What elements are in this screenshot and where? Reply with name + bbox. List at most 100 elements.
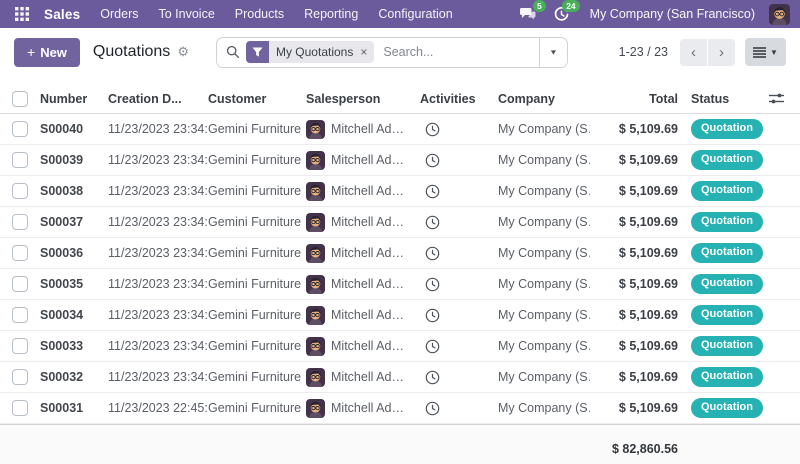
row-customer: Gemini Furniture — [208, 308, 302, 322]
search-dropdown-toggle[interactable]: ▼ — [538, 37, 567, 67]
header-number[interactable]: Number — [40, 91, 88, 106]
clock-icon — [425, 277, 440, 291]
status-badge: Quotation — [691, 398, 763, 418]
schedule-activity-button[interactable] — [425, 401, 498, 416]
menu-orders[interactable]: Orders — [100, 7, 139, 21]
activities-button[interactable]: 24 — [552, 0, 580, 23]
company-switcher[interactable]: My Company (San Francisco) — [589, 7, 755, 21]
row-checkbox[interactable] — [12, 369, 28, 385]
new-button[interactable]: + New — [14, 37, 80, 67]
search-bar[interactable]: My Quotations × Search... ▼ — [215, 36, 568, 68]
clock-icon — [425, 370, 440, 384]
row-salesperson: Mitchell Ad… — [306, 150, 420, 170]
salesperson-name: Mitchell Ad… — [331, 277, 404, 291]
row-number: S00036 — [40, 246, 84, 260]
salesperson-name: Mitchell Ad… — [331, 339, 404, 353]
app-name[interactable]: Sales — [44, 6, 81, 22]
apps-grid-icon[interactable] — [10, 3, 34, 25]
menu-reporting[interactable]: Reporting — [304, 7, 359, 21]
header-activities[interactable]: Activities — [420, 91, 476, 106]
row-checkbox[interactable] — [12, 245, 28, 261]
schedule-activity-button[interactable] — [425, 215, 498, 230]
row-company: My Company (S… — [498, 308, 590, 322]
schedule-activity-button[interactable] — [425, 184, 498, 199]
salesperson-avatar — [306, 181, 325, 201]
table-row[interactable]: S00031 11/23/2023 22:45:4 Gemini Furnitu… — [0, 393, 800, 424]
row-checkbox[interactable] — [12, 152, 28, 168]
row-salesperson: Mitchell Ad… — [306, 243, 420, 263]
salesperson-name: Mitchell Ad… — [331, 184, 404, 198]
salesperson-avatar — [306, 243, 325, 263]
header-creation-date[interactable]: Creation D... — [108, 91, 182, 106]
table-row[interactable]: S00040 11/23/2023 23:34:1 Gemini Furnitu… — [0, 114, 800, 145]
facet-remove-icon[interactable]: × — [360, 45, 368, 59]
header-customer[interactable]: Customer — [208, 91, 267, 106]
messages-button[interactable]: 5 — [518, 0, 546, 23]
page-title: Quotations — [92, 43, 171, 60]
row-total: $ 5,109.69 — [618, 184, 678, 198]
schedule-activity-button[interactable] — [425, 370, 498, 385]
row-checkbox[interactable] — [12, 214, 28, 230]
clock-icon — [425, 339, 440, 353]
clock-icon — [425, 215, 440, 229]
row-total: $ 5,109.69 — [618, 308, 678, 322]
chat-bubbles-icon — [519, 8, 536, 20]
row-checkbox[interactable] — [12, 121, 28, 137]
salesperson-avatar — [306, 398, 325, 418]
header-company[interactable]: Company — [498, 91, 555, 106]
table-row[interactable]: S00035 11/23/2023 23:34:0 Gemini Furnitu… — [0, 269, 800, 300]
chevron-left-icon: ‹ — [691, 43, 696, 61]
table-row[interactable]: S00033 11/23/2023 23:34:0 Gemini Furnitu… — [0, 331, 800, 362]
menu-configuration[interactable]: Configuration — [378, 7, 453, 21]
salesperson-avatar — [306, 119, 325, 139]
menu-to-invoice[interactable]: To Invoice — [158, 7, 215, 21]
status-badge: Quotation — [691, 274, 763, 294]
table-row[interactable]: S00039 11/23/2023 23:34:1 Gemini Furnitu… — [0, 145, 800, 176]
row-creation-date: 11/23/2023 23:34:0 — [108, 339, 208, 353]
adjust-columns-button[interactable] — [762, 92, 800, 105]
table-row[interactable]: S00037 11/23/2023 23:34:0 Gemini Furnitu… — [0, 207, 800, 238]
avatar-icon — [306, 181, 325, 201]
schedule-activity-button[interactable] — [425, 339, 498, 354]
table-row[interactable]: S00032 11/23/2023 23:34:0 Gemini Furnitu… — [0, 362, 800, 393]
header-total[interactable]: Total — [649, 91, 678, 106]
salesperson-avatar — [306, 212, 325, 232]
gear-icon[interactable]: ⚙ — [177, 44, 189, 59]
row-salesperson: Mitchell Ad… — [306, 212, 420, 232]
sliders-icon — [769, 93, 784, 104]
row-checkbox[interactable] — [12, 276, 28, 292]
menu-products[interactable]: Products — [234, 7, 285, 21]
search-input[interactable]: Search... — [383, 45, 434, 59]
row-checkbox[interactable] — [12, 307, 28, 323]
row-checkbox[interactable] — [12, 338, 28, 354]
table-row[interactable]: S00034 11/23/2023 23:34:0 Gemini Furnitu… — [0, 300, 800, 331]
row-customer: Gemini Furniture — [208, 277, 302, 291]
header-status[interactable]: Status — [691, 91, 730, 106]
select-all-checkbox[interactable] — [12, 90, 28, 107]
row-salesperson: Mitchell Ad… — [306, 119, 420, 139]
schedule-activity-button[interactable] — [425, 308, 498, 323]
header-salesperson[interactable]: Salesperson — [306, 91, 381, 106]
avatar-icon — [306, 305, 325, 325]
row-company: My Company (S… — [498, 370, 590, 384]
user-avatar[interactable] — [769, 3, 790, 25]
row-checkbox[interactable] — [12, 183, 28, 199]
row-number: S00035 — [40, 277, 84, 291]
view-switcher-button[interactable]: ▼ — [745, 38, 786, 66]
row-creation-date: 11/23/2023 22:45:4 — [108, 401, 208, 415]
row-salesperson: Mitchell Ad… — [306, 336, 420, 356]
table-row[interactable]: S00038 11/23/2023 23:34:1 Gemini Furnitu… — [0, 176, 800, 207]
clock-icon — [425, 184, 440, 198]
app-menu: Orders To Invoice Products Reporting Con… — [90, 0, 462, 28]
row-creation-date: 11/23/2023 23:34:0 — [108, 246, 208, 260]
row-checkbox[interactable] — [12, 400, 28, 416]
schedule-activity-button[interactable] — [425, 246, 498, 261]
table-row[interactable]: S00036 11/23/2023 23:34:0 Gemini Furnitu… — [0, 238, 800, 269]
schedule-activity-button[interactable] — [425, 153, 498, 168]
schedule-activity-button[interactable] — [425, 277, 498, 292]
row-salesperson: Mitchell Ad… — [306, 305, 420, 325]
pager-previous-button[interactable]: ‹ — [680, 38, 707, 66]
pager-next-button[interactable]: › — [708, 38, 735, 66]
row-creation-date: 11/23/2023 23:34:0 — [108, 277, 208, 291]
schedule-activity-button[interactable] — [425, 122, 498, 137]
